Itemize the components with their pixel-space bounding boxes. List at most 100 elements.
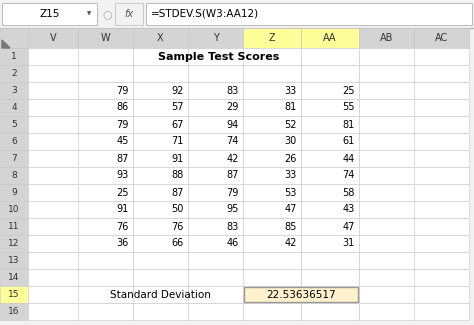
Bar: [359, 48, 414, 65]
Bar: [359, 303, 414, 320]
Bar: [133, 218, 188, 235]
Bar: [133, 303, 188, 320]
Bar: [359, 201, 414, 218]
Bar: [243, 269, 301, 286]
Bar: [0, 252, 28, 269]
Bar: [243, 201, 301, 218]
Text: 86: 86: [117, 102, 129, 112]
Text: 36: 36: [117, 239, 129, 249]
Text: 3: 3: [11, 86, 17, 95]
Text: Standard Deviation: Standard Deviation: [110, 290, 211, 300]
Text: 22.53636517: 22.53636517: [266, 290, 336, 300]
Bar: [188, 235, 243, 252]
Bar: [414, 150, 469, 167]
Bar: [0, 235, 28, 252]
Bar: [115, 3, 143, 25]
Text: 58: 58: [343, 188, 355, 198]
Bar: [414, 235, 469, 252]
Bar: [188, 116, 243, 133]
Text: 88: 88: [172, 171, 184, 180]
Bar: [359, 286, 414, 303]
Text: 87: 87: [227, 171, 239, 180]
Text: =STDEV.S(W3:AA12): =STDEV.S(W3:AA12): [151, 9, 259, 19]
Bar: [0, 99, 28, 116]
Text: 83: 83: [227, 222, 239, 231]
Text: 7: 7: [11, 154, 17, 163]
Bar: [301, 82, 359, 99]
Bar: [301, 133, 359, 150]
Bar: [0, 150, 28, 167]
Bar: [301, 150, 359, 167]
Bar: [0, 269, 28, 286]
Bar: [301, 235, 359, 252]
Bar: [359, 269, 414, 286]
Bar: [359, 167, 414, 184]
Text: 2: 2: [11, 69, 17, 78]
Bar: [0, 133, 28, 150]
Bar: [28, 116, 78, 133]
Bar: [78, 252, 133, 269]
Bar: [414, 269, 469, 286]
Text: 43: 43: [343, 204, 355, 215]
Bar: [359, 252, 414, 269]
Bar: [414, 218, 469, 235]
Bar: [359, 99, 414, 116]
Bar: [0, 116, 28, 133]
Text: 26: 26: [284, 153, 297, 163]
Bar: [359, 184, 414, 201]
Text: 31: 31: [343, 239, 355, 249]
Bar: [28, 269, 78, 286]
Text: 91: 91: [172, 153, 184, 163]
Text: 81: 81: [343, 120, 355, 129]
Bar: [301, 167, 359, 184]
Text: 95: 95: [227, 204, 239, 215]
Text: 61: 61: [343, 136, 355, 147]
Bar: [243, 48, 301, 65]
Bar: [414, 116, 469, 133]
Bar: [243, 286, 301, 303]
Text: 91: 91: [117, 204, 129, 215]
Bar: [133, 28, 188, 48]
Bar: [301, 116, 359, 133]
Bar: [188, 201, 243, 218]
Bar: [133, 82, 188, 99]
Bar: [133, 252, 188, 269]
Bar: [414, 28, 469, 48]
Bar: [243, 133, 301, 150]
Text: ▼: ▼: [87, 11, 91, 17]
Bar: [133, 269, 188, 286]
Bar: [78, 133, 133, 150]
Bar: [243, 235, 301, 252]
Bar: [414, 286, 469, 303]
Bar: [301, 218, 359, 235]
Text: 71: 71: [172, 136, 184, 147]
Bar: [78, 235, 133, 252]
Text: 87: 87: [172, 188, 184, 198]
Bar: [28, 184, 78, 201]
Bar: [359, 235, 414, 252]
Bar: [78, 99, 133, 116]
Bar: [133, 133, 188, 150]
Bar: [188, 184, 243, 201]
Text: 47: 47: [343, 222, 355, 231]
Bar: [301, 286, 359, 303]
Bar: [359, 82, 414, 99]
Bar: [78, 150, 133, 167]
Bar: [243, 167, 301, 184]
Text: 74: 74: [227, 136, 239, 147]
Bar: [28, 303, 78, 320]
Polygon shape: [2, 40, 10, 48]
Bar: [243, 28, 301, 48]
Bar: [78, 116, 133, 133]
Bar: [78, 28, 133, 48]
Bar: [133, 99, 188, 116]
Bar: [301, 201, 359, 218]
Bar: [414, 82, 469, 99]
Bar: [28, 82, 78, 99]
Bar: [188, 269, 243, 286]
Text: fx: fx: [125, 9, 134, 19]
Bar: [188, 218, 243, 235]
Bar: [188, 167, 243, 184]
Text: 14: 14: [9, 273, 20, 282]
Text: 45: 45: [117, 136, 129, 147]
